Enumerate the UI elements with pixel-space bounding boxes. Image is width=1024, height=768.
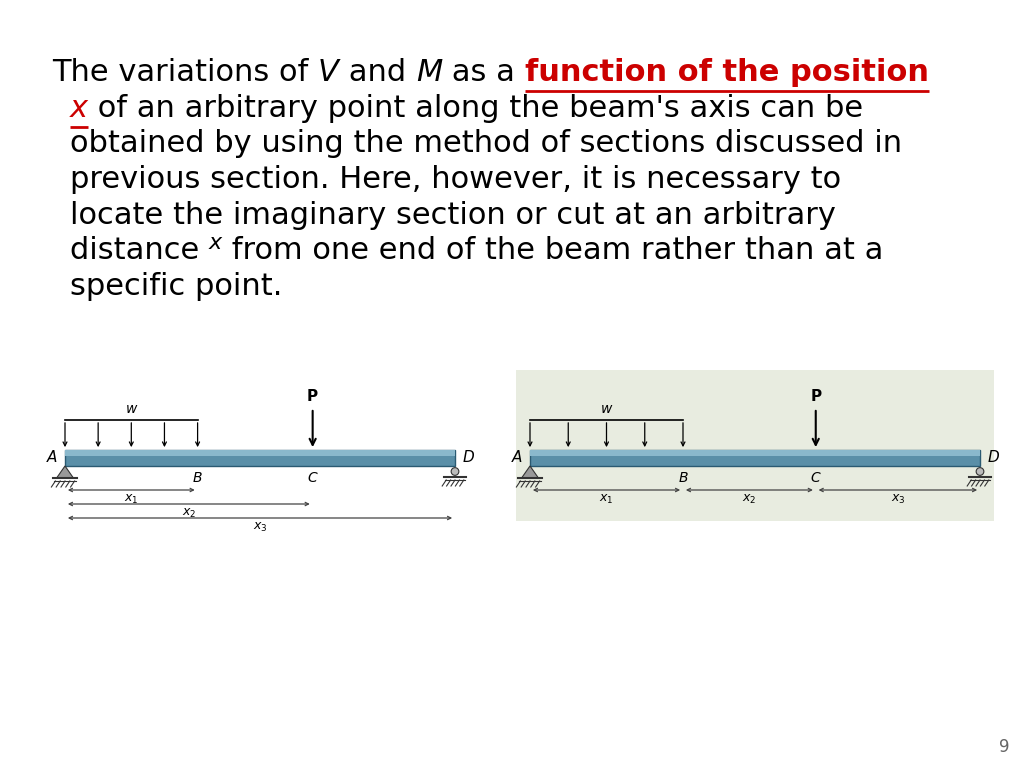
FancyBboxPatch shape [65, 450, 455, 466]
Text: $x_2$: $x_2$ [181, 507, 196, 520]
Text: of an arbitrary point along the beam's axis can be: of an arbitrary point along the beam's a… [88, 94, 863, 123]
Text: x: x [70, 94, 88, 123]
Text: C: C [811, 471, 820, 485]
Text: w: w [601, 402, 612, 416]
Circle shape [976, 468, 984, 475]
Text: D: D [463, 451, 475, 465]
Text: as a: as a [442, 58, 524, 87]
Text: $x_1$: $x_1$ [599, 493, 613, 506]
Text: x: x [209, 233, 222, 253]
Text: specific point.: specific point. [70, 272, 283, 301]
Text: $x_1$: $x_1$ [124, 493, 138, 506]
Text: function of the position: function of the position [524, 58, 929, 87]
Text: $x_3$: $x_3$ [891, 493, 905, 506]
Text: P: P [810, 389, 821, 404]
Text: distance: distance [70, 237, 209, 265]
Text: $x_3$: $x_3$ [253, 521, 267, 534]
Text: from one end of the beam rather than at a: from one end of the beam rather than at … [222, 237, 884, 265]
Text: A: A [512, 451, 522, 465]
Text: P: P [307, 389, 318, 404]
Text: B: B [193, 471, 203, 485]
Text: M: M [416, 58, 442, 87]
Text: $x_2$: $x_2$ [742, 493, 757, 506]
Text: B: B [678, 471, 688, 485]
Text: and: and [339, 58, 416, 87]
Text: w: w [126, 402, 137, 416]
Text: The variations of: The variations of [52, 58, 318, 87]
FancyBboxPatch shape [530, 450, 980, 466]
Text: obtained by using the method of sections discussed in: obtained by using the method of sections… [70, 129, 902, 158]
Text: D: D [988, 451, 999, 465]
FancyBboxPatch shape [516, 370, 994, 521]
Text: A: A [47, 451, 57, 465]
Polygon shape [56, 466, 74, 478]
Text: C: C [308, 471, 317, 485]
Text: previous section. Here, however, it is necessary to: previous section. Here, however, it is n… [70, 165, 841, 194]
Text: 9: 9 [999, 738, 1010, 756]
Circle shape [452, 468, 459, 475]
Polygon shape [521, 466, 539, 478]
Text: locate the imaginary section or cut at an arbitrary: locate the imaginary section or cut at a… [70, 200, 836, 230]
FancyBboxPatch shape [65, 450, 455, 455]
Text: V: V [318, 58, 339, 87]
FancyBboxPatch shape [530, 450, 980, 455]
